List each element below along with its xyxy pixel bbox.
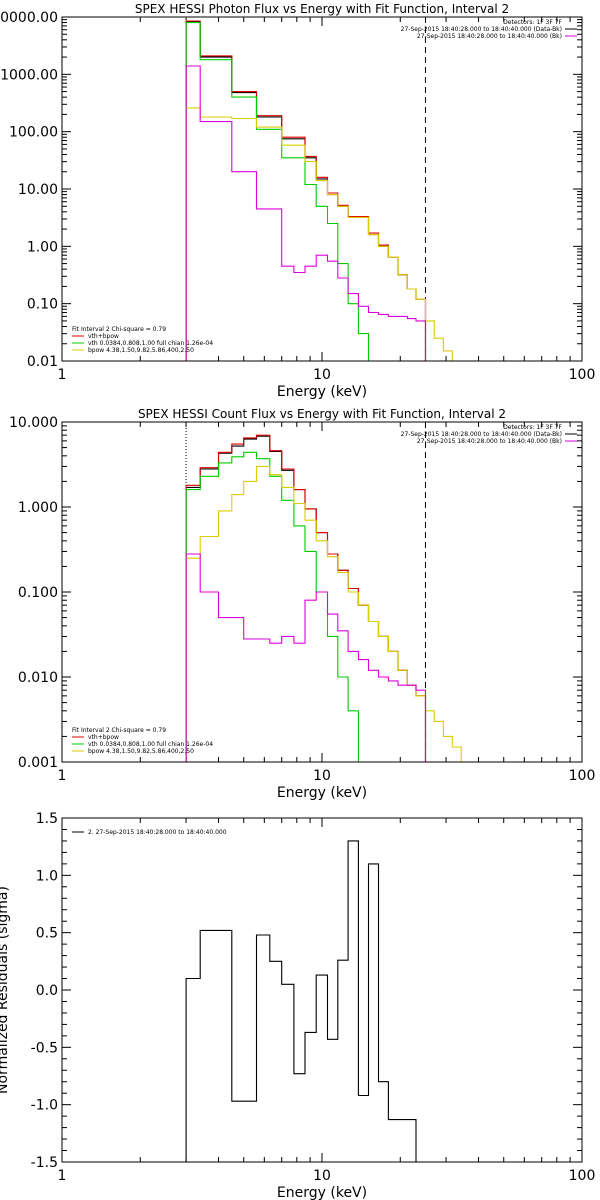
- y-tick-label: 1.000: [18, 500, 58, 516]
- y-tick-label: 1000.00: [0, 67, 58, 83]
- axis-ticks: [61, 817, 582, 1163]
- y-tick-label: -1.0: [31, 1098, 58, 1114]
- series-vth-bpow: [185, 20, 427, 361]
- series-bpow: [185, 107, 462, 361]
- legend-title: Fit Interval 2 Chi-square = 0.79: [72, 727, 166, 734]
- series-data-bk: [185, 21, 427, 361]
- chart-title: SPEX HESSI Count Flux vs Energy with Fit…: [138, 407, 506, 421]
- header-line: Detectors: 1F 3F 7F: [503, 424, 562, 431]
- x-axis-label: Energy (keV): [277, 1185, 367, 1200]
- x-tick-label: 10: [313, 1168, 331, 1184]
- header-line: 27-Sep-2015 18:40:28.000 to 18:40:40.000…: [417, 33, 562, 40]
- y-tick-label: 100.00: [9, 125, 58, 141]
- series-data-bk: [185, 435, 427, 762]
- y-tick-label: 0.10: [27, 297, 58, 313]
- y-tick-label: 0.010: [18, 670, 58, 686]
- legend-entry: 2. 27-Sep-2015 18:40:28.000 to 18:40:40.…: [88, 829, 227, 836]
- legend-entry: vth+bpow: [88, 333, 119, 340]
- y-tick-label: -0.5: [31, 1040, 58, 1056]
- legend-entry: vth 0.0384,0.808,1.00 full chian 1.26e-0…: [88, 340, 213, 347]
- series-vth: [185, 451, 369, 762]
- plot-data: [185, 840, 426, 1162]
- legend-entry: vth 0.0384,0.808,1.00 full chian 1.26e-0…: [88, 741, 213, 748]
- series-bk: [185, 553, 427, 762]
- y-tick-label: 0.100: [18, 585, 58, 601]
- chart-title: SPEX HESSI Photon Flux vs Energy with Fi…: [135, 2, 509, 16]
- y-tick-label: 0.01: [27, 354, 58, 370]
- y-tick-label: 0.001: [18, 755, 58, 771]
- series-bk: [185, 65, 427, 361]
- series-vth-bpow: [185, 434, 427, 762]
- header-line: 27-Sep-2015 18:40:28.000 to 18:40:40.000…: [401, 26, 562, 33]
- chart-2: SPEX HESSI Count Flux vs Energy with Fit…: [9, 407, 595, 801]
- x-axis-label: Energy (keV): [277, 384, 367, 400]
- plot-data: [185, 17, 462, 361]
- y-tick-label: 0.5: [36, 926, 58, 942]
- x-tick-label: 10: [313, 367, 331, 383]
- series-residuals: [185, 840, 426, 1162]
- legend-entry: bpow 4.38,1.50,9.82,5.86,400,2.50: [88, 347, 194, 354]
- x-tick-label: 100: [569, 367, 596, 383]
- y-tick-label: -1.5: [31, 1155, 58, 1171]
- x-tick-label: 1: [58, 367, 67, 383]
- series-bpow: [185, 465, 470, 762]
- y-axis-label: Normalized Residuals (sigma): [0, 886, 11, 1094]
- y-tick-label: 1.00: [27, 239, 58, 255]
- legend-title: Fit Interval 2 Chi-square = 0.79: [72, 326, 166, 333]
- y-tick-label: 0.0: [36, 983, 58, 999]
- chart-1: SPEX HESSI Photon Flux vs Energy with Fi…: [0, 2, 595, 400]
- x-tick-label: 1: [58, 1168, 67, 1184]
- header-line: 27-Sep-2015 18:40:28.000 to 18:40:40.000…: [417, 438, 562, 445]
- series-vth: [185, 22, 379, 361]
- header-line: 27-Sep-2015 18:40:28.000 to 18:40:40.000…: [401, 431, 562, 438]
- x-tick-label: 100: [569, 1168, 596, 1184]
- plot-frame: [61, 421, 583, 763]
- y-tick-label: 10.00: [18, 182, 58, 198]
- y-tick-label: 10.000: [9, 415, 58, 431]
- y-tick-label: 1.5: [36, 811, 58, 827]
- axis-ticks: [61, 421, 582, 763]
- legend-entry: vth+bpow: [88, 734, 119, 741]
- plot-frame: [61, 16, 583, 362]
- x-tick-label: 1: [58, 768, 67, 784]
- plot-frame: [61, 817, 583, 1163]
- axis-ticks: [61, 16, 582, 362]
- legend-entry: bpow 4.38,1.50,9.82,5.86,400,2.50: [88, 748, 194, 755]
- y-tick-label: 1.0: [36, 868, 58, 884]
- x-tick-label: 100: [569, 768, 596, 784]
- chart-3: 1 10 100 1.5 1.0 0.5 0.0 -0.5 -1.0 -1.5 Energy (ke…: [0, 811, 595, 1200]
- plot-data: [185, 422, 470, 762]
- header-line: Detectors: 1F 3F 7F: [503, 19, 562, 26]
- x-axis-label: Energy (keV): [277, 785, 367, 801]
- x-tick-label: 10: [313, 768, 331, 784]
- y-tick-label: 0000.00: [0, 10, 58, 26]
